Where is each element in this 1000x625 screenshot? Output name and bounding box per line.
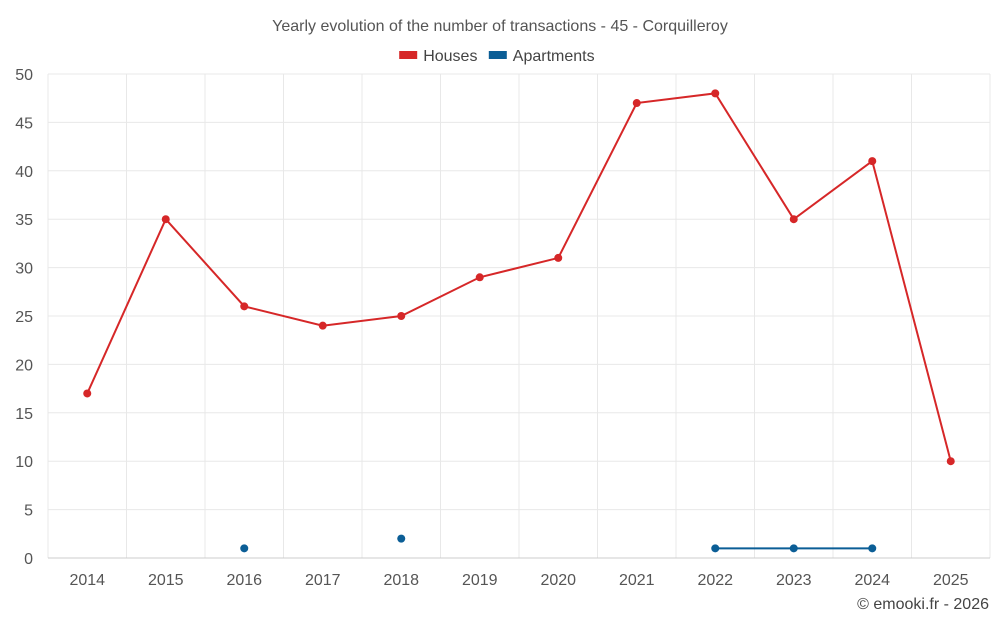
- series-layer: [83, 89, 955, 553]
- credit-text: © emooki.fr - 2026: [857, 596, 989, 613]
- x-tick-label: 2018: [383, 572, 419, 589]
- y-tick-label: 5: [24, 503, 33, 520]
- x-tick-label: 2016: [226, 572, 262, 589]
- houses-point-2016[interactable]: [240, 302, 249, 311]
- houses-point-2018[interactable]: [397, 312, 406, 320]
- houses-point-2017[interactable]: [318, 321, 327, 330]
- houses-point-2023[interactable]: [789, 215, 798, 224]
- y-tick-label: 30: [15, 261, 33, 278]
- apartments-point-2016[interactable]: [240, 544, 249, 553]
- apartments-legend-label[interactable]: Apartments: [513, 48, 595, 65]
- x-tick-label: 2024: [854, 572, 890, 589]
- chart-title: Yearly evolution of the number of transa…: [272, 18, 728, 35]
- apartments-point-2022[interactable]: [711, 544, 720, 553]
- houses-point-2025[interactable]: [946, 457, 955, 466]
- apartments-point-2024[interactable]: [868, 544, 877, 553]
- legend: Houses Apartments: [399, 48, 595, 65]
- houses-point-2014[interactable]: [83, 389, 92, 398]
- x-tick-label: 2014: [69, 572, 105, 589]
- grid: [47, 73, 991, 559]
- y-tick-label: 20: [15, 357, 33, 374]
- x-tick-label: 2019: [462, 572, 498, 589]
- x-tick-label: 2015: [148, 572, 184, 589]
- y-tick-label: 40: [15, 164, 33, 181]
- houses-legend-label[interactable]: Houses: [423, 48, 477, 65]
- houses-point-2024[interactable]: [868, 157, 877, 166]
- x-axis: 2014 2015 2016 2017 2018 2019 2020 2021 2022 2023…: [69, 572, 968, 589]
- houses-point-2021[interactable]: [632, 99, 641, 108]
- x-tick-label: 2025: [933, 572, 969, 589]
- y-tick-label: 45: [15, 115, 33, 132]
- x-tick-label: 2021: [619, 572, 655, 589]
- y-tick-label: 50: [15, 67, 33, 84]
- x-tick-label: 2017: [305, 572, 341, 589]
- y-axis: 0 5 10 15 20 25 30 35 40 45 50: [15, 67, 33, 568]
- houses-legend-swatch: [399, 51, 418, 59]
- houses-point-2019[interactable]: [475, 273, 484, 282]
- x-tick-label: 2023: [776, 572, 812, 589]
- apartments-point-2018[interactable]: [397, 534, 406, 543]
- y-tick-label: 0: [24, 551, 33, 568]
- y-tick-label: 10: [15, 454, 33, 471]
- x-tick-label: 2022: [697, 572, 733, 589]
- y-tick-label: 15: [15, 406, 33, 423]
- houses-point-2015[interactable]: [161, 215, 170, 224]
- x-tick-label: 2020: [540, 572, 576, 589]
- houses-series-line: [86, 92, 952, 462]
- houses-point-2022[interactable]: [711, 89, 720, 98]
- houses-point-2020[interactable]: [554, 253, 563, 262]
- apartments-point-2023[interactable]: [789, 544, 798, 553]
- apartments-legend-swatch: [488, 51, 507, 59]
- y-tick-label: 25: [15, 309, 33, 326]
- y-tick-label: 35: [15, 212, 33, 229]
